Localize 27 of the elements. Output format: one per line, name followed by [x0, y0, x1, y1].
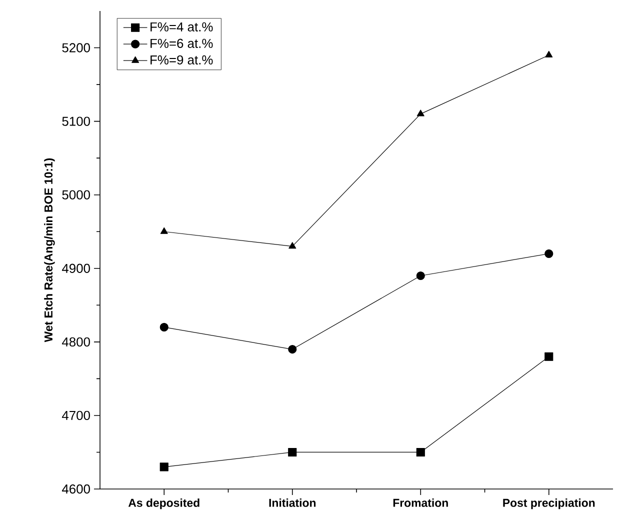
point [416, 271, 425, 280]
legend-label: F%=9 at.% [150, 55, 213, 64]
y-tick-label: 4600 [62, 484, 90, 494]
point [160, 462, 168, 472]
y-tick-label: 4700 [62, 410, 90, 420]
point [545, 50, 553, 58]
point [288, 344, 297, 354]
point [544, 249, 554, 258]
point [416, 448, 425, 457]
x-tick-label: Initiation [269, 498, 316, 507]
legend-label: F%=4 at.% [150, 22, 213, 32]
x-tick-label: Fromation [393, 498, 448, 507]
y-tick-label: 5100 [62, 116, 90, 126]
x-tick-label: Post precipiation [503, 498, 595, 510]
legend-label: F%=6 at.% [150, 38, 213, 48]
point [160, 322, 168, 332]
point [288, 242, 296, 249]
point [160, 227, 168, 234]
point [288, 448, 297, 457]
y-tick-label: 5200 [62, 43, 90, 52]
y-tick-label: 4800 [62, 337, 90, 347]
point [416, 110, 424, 116]
point [544, 352, 554, 361]
y-tick-label: 5000 [62, 190, 90, 200]
y-axis-title: Wet Etch Rate(Ang/min BOE 10:1) [44, 158, 55, 342]
y-tick-label: 4900 [62, 264, 90, 273]
x-tick-label: As deposited [128, 498, 200, 510]
